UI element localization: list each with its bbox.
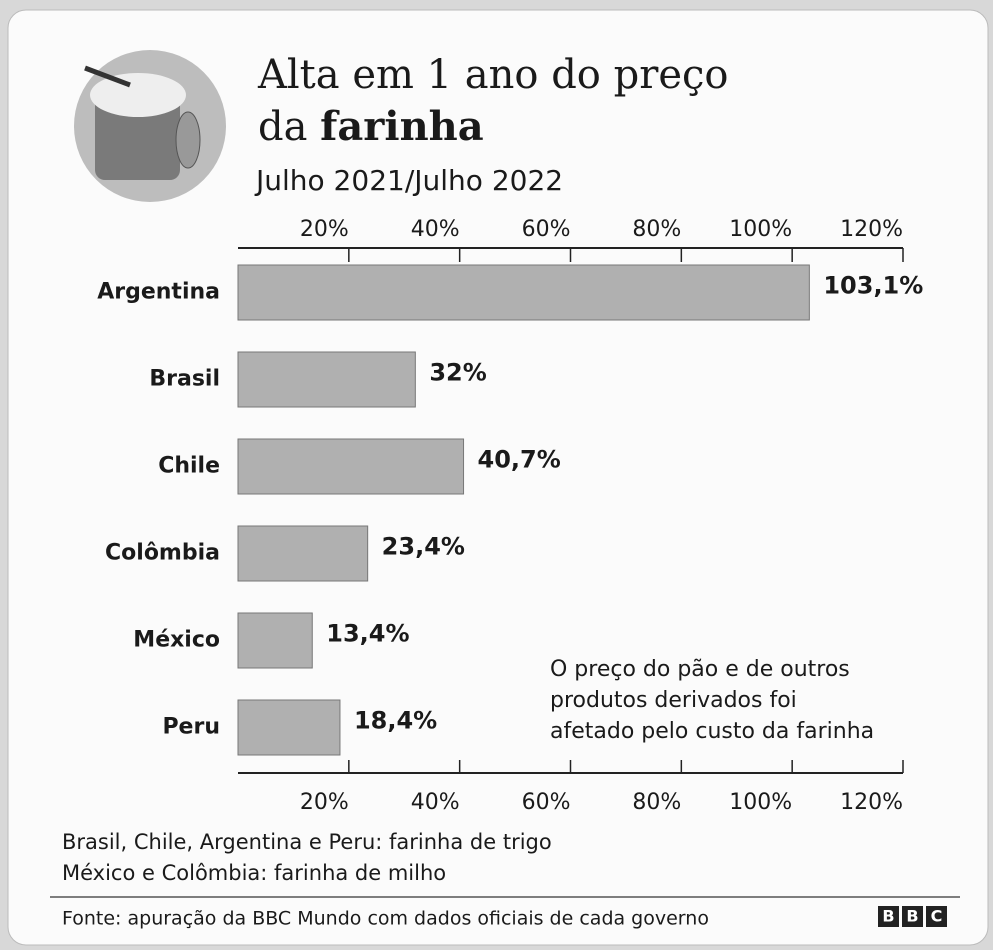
- note: México e Colômbia: farinha de milho: [62, 861, 446, 885]
- value-label: 13,4%: [326, 620, 409, 648]
- logo: C: [931, 907, 943, 926]
- bar: [237, 264, 810, 321]
- value-label: 40,7%: [478, 446, 561, 474]
- value-label: 18,4%: [354, 707, 437, 735]
- chart-title-bold: farinha: [320, 103, 483, 150]
- x-tick-label: 80%: [632, 790, 681, 815]
- logo: B: [906, 907, 918, 926]
- x-tick-label: 120%: [840, 790, 903, 815]
- annotation: produtos derivados foi: [550, 688, 797, 713]
- y-tick-label: México: [133, 628, 220, 653]
- x-tick-label: 120%: [840, 217, 903, 242]
- x-tick-label: 40%: [411, 790, 460, 815]
- x-tick-label: 100%: [729, 790, 792, 815]
- y-tick-label: Brasil: [149, 367, 220, 392]
- x-tick-label: 60%: [522, 217, 571, 242]
- y-tick-label: Peru: [162, 715, 220, 740]
- x-tick-label: 60%: [522, 790, 571, 815]
- annotation: afetado pelo custo da farinha: [550, 719, 874, 744]
- value-label: 103,1%: [823, 272, 923, 300]
- y-tick-label: Colômbia: [105, 541, 220, 566]
- chart-title: da farinha: [258, 103, 484, 150]
- logo-box: [878, 906, 899, 927]
- icon: [74, 50, 226, 202]
- bar: [237, 525, 369, 582]
- note: Brasil, Chile, Argentina e Peru: farinha…: [62, 830, 552, 854]
- bar: [237, 612, 313, 669]
- x-tick-label: 100%: [729, 217, 792, 242]
- value-label: 32%: [429, 359, 486, 387]
- bar: [237, 699, 341, 756]
- chart-title: Alta em 1 ano do preço: [257, 52, 729, 98]
- logo: B: [882, 907, 894, 926]
- y-tick-label: Chile: [158, 454, 220, 479]
- bar: [237, 438, 465, 495]
- chart-title: da: [258, 104, 307, 150]
- logo-box: [902, 906, 923, 927]
- value-label: 23,4%: [382, 533, 465, 561]
- x-tick-label: 20%: [300, 790, 349, 815]
- source: Fonte: apuração da BBC Mundo com dados o…: [62, 908, 709, 930]
- annotation: O preço do pão e de outros: [550, 657, 850, 682]
- logo-box: [926, 906, 947, 927]
- chart-subtitle: Julho 2021/Julho 2022: [254, 164, 563, 197]
- bar: [237, 351, 416, 408]
- x-tick-label: 80%: [632, 217, 681, 242]
- y-tick-label: Argentina: [97, 280, 220, 305]
- x-tick-label: 20%: [300, 217, 349, 242]
- x-tick-label: 40%: [411, 217, 460, 242]
